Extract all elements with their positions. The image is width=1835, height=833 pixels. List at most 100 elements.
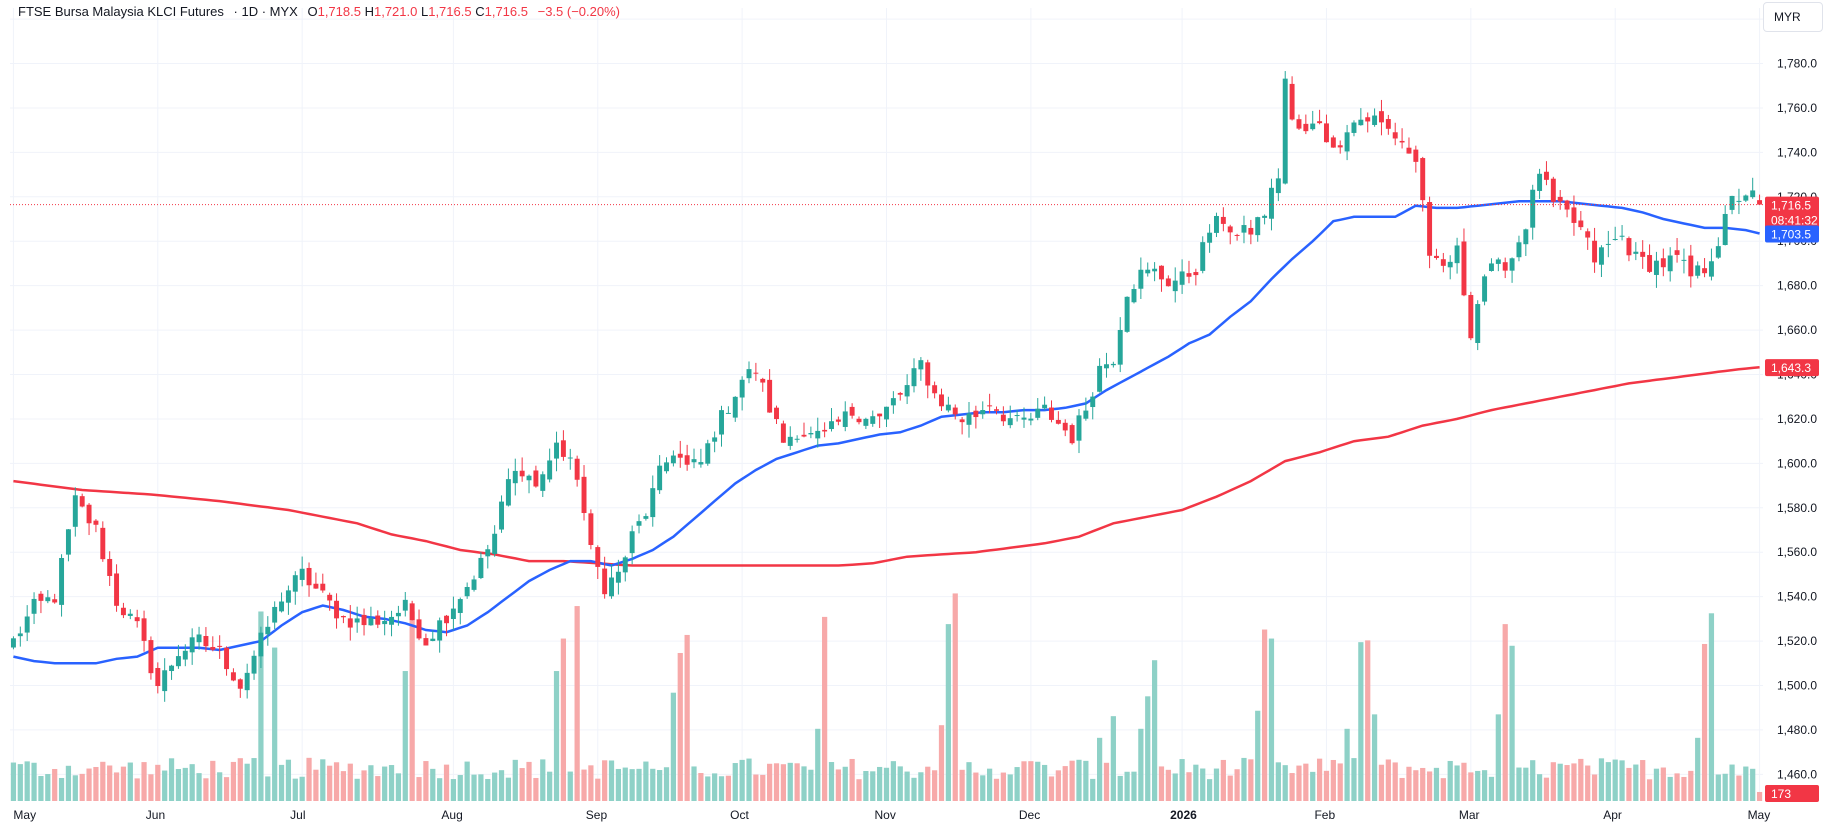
volume-bar: [388, 765, 395, 801]
volume-bar: [767, 763, 773, 801]
volume-bar: [540, 759, 546, 801]
candle-body: [547, 460, 553, 480]
ma-fast-line: [13, 200, 1760, 665]
candle-body: [327, 594, 333, 601]
volume-bar: [402, 671, 408, 801]
volume-bar: [182, 767, 188, 801]
candle-body: [1310, 123, 1316, 130]
candle-body: [464, 586, 470, 597]
ma-fast-badge: [1765, 225, 1819, 243]
y-tick-label: 1,620.0: [1777, 412, 1817, 426]
volume-bar: [1433, 767, 1440, 801]
volume-bar: [993, 778, 1000, 801]
candle-body: [657, 465, 663, 491]
volume-bar: [938, 725, 945, 801]
ma-slow-badge-text: 1,643.3: [1771, 361, 1811, 375]
volume-bar: [712, 773, 718, 801]
volume-bar: [1378, 764, 1385, 801]
candle-body: [925, 362, 931, 386]
candle-body: [306, 567, 312, 586]
volume-bar: [870, 771, 876, 801]
volume-bar: [877, 766, 883, 801]
interval-label[interactable]: 1D: [241, 4, 259, 19]
candle-body: [1702, 268, 1708, 274]
candle-body: [1688, 255, 1694, 277]
candle-body: [1372, 115, 1378, 125]
volume-bar: [1021, 761, 1027, 801]
volume-bar: [1371, 714, 1378, 801]
candle-body: [1715, 246, 1721, 258]
volume-bar: [718, 776, 725, 801]
volume-bar: [526, 761, 532, 801]
candle-body: [1653, 260, 1659, 275]
volume-bar: [519, 768, 525, 801]
candle-body: [1578, 220, 1584, 228]
volume-bar: [471, 774, 477, 801]
volume-bar: [1165, 769, 1171, 801]
volume-bar: [299, 776, 305, 801]
candle-body: [24, 616, 30, 633]
candle-body: [1619, 235, 1625, 237]
high-value: 1,721.0: [373, 4, 418, 19]
volume-bar: [1557, 763, 1563, 801]
candle-body: [478, 557, 484, 579]
x-tick-label: Feb: [1314, 808, 1335, 822]
volume-bar: [1578, 758, 1584, 801]
volume-bar: [1014, 767, 1020, 801]
candle-body: [1351, 122, 1357, 133]
candle-body: [224, 647, 230, 670]
volume-bar: [409, 611, 415, 801]
currency-button[interactable]: MYR: [1763, 2, 1823, 32]
volume-bar: [265, 776, 271, 801]
volume-bar: [395, 773, 402, 801]
volume-bar: [629, 769, 635, 801]
candle-body: [1083, 410, 1089, 419]
candle-body: [457, 599, 463, 613]
candle-body: [1055, 419, 1061, 424]
candle-body: [705, 443, 711, 464]
candle-body: [560, 440, 566, 457]
volume-bar: [883, 767, 890, 801]
volume-bar: [595, 778, 601, 801]
volume-bar: [423, 761, 429, 801]
volume-bar: [1413, 770, 1419, 801]
volume-bar: [1743, 766, 1749, 801]
volume-bar: [794, 763, 800, 801]
candle-body: [1097, 365, 1103, 392]
volume-bar: [107, 765, 113, 801]
candle-body: [1296, 119, 1302, 129]
x-tick-label: May: [1748, 808, 1771, 822]
volume-bar: [1420, 767, 1426, 801]
x-tick-label: Jun: [146, 808, 165, 822]
volume-bar: [1461, 762, 1467, 801]
volume-bar: [223, 777, 230, 801]
volume-bar: [849, 758, 855, 801]
candle-body: [1165, 278, 1171, 287]
volume-bar: [1530, 760, 1536, 801]
volume-bar: [1640, 760, 1646, 801]
candle-body: [519, 470, 525, 477]
candle-body: [299, 568, 305, 580]
candle-body: [1612, 238, 1618, 240]
volume-bar: [1076, 759, 1082, 801]
volume-bar: [608, 760, 615, 801]
candle-body: [505, 479, 511, 506]
candle-body: [31, 598, 37, 614]
volume-bar: [1516, 767, 1522, 801]
volume-bar: [1158, 766, 1165, 801]
candle-body: [86, 504, 92, 524]
volume-bar: [1571, 763, 1577, 801]
volume-bar: [1502, 624, 1508, 801]
volume-bar: [1330, 759, 1336, 801]
volume-bar: [1495, 714, 1501, 801]
candle-body: [1736, 200, 1742, 202]
volume-bar: [973, 772, 979, 801]
symbol-legend: FTSE Bursa Malaysia KLCI Futures · 1D · …: [18, 4, 620, 19]
candle-body: [1420, 158, 1426, 201]
candle-body: [670, 455, 676, 464]
candle-body: [203, 635, 209, 647]
volume-bar: [1296, 765, 1302, 801]
volume-bar: [1206, 779, 1213, 801]
symbol-name[interactable]: FTSE Bursa Malaysia KLCI Futures: [18, 4, 224, 19]
